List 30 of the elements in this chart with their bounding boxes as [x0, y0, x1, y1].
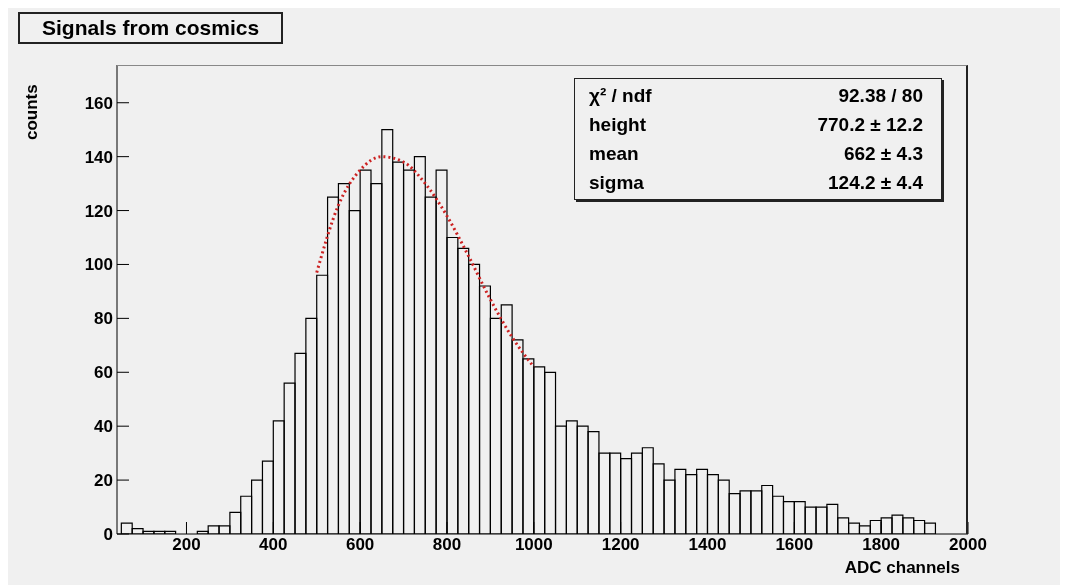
- x-tick-label: 1600: [775, 535, 814, 555]
- x-axis-title: ADC channels: [844, 558, 960, 578]
- y-tick-label: 80: [94, 309, 113, 329]
- x-tick-label: 1800: [862, 535, 901, 555]
- annotation: 770.2 ± 12.2: [817, 113, 923, 137]
- x-tick-label: 600: [345, 535, 375, 555]
- y-axis-title: counts: [22, 84, 41, 140]
- annotation: χ² / ndf: [589, 84, 652, 108]
- y-tick-label: 0: [103, 525, 113, 545]
- annotation: 92.38 / 80: [838, 84, 923, 108]
- y-tick-label: 120: [84, 201, 113, 221]
- x-tick-label: 800: [432, 535, 462, 555]
- annotation: height: [589, 113, 646, 137]
- chart-title: Signals from cosmics: [18, 12, 284, 44]
- x-tick-label: 1200: [601, 535, 640, 555]
- y-tick-label: 60: [94, 363, 113, 383]
- annotation: sigma: [589, 171, 644, 195]
- y-tick-label: 40: [94, 417, 113, 437]
- x-tick-label: 2000: [949, 535, 987, 555]
- y-tick-label: 160: [84, 93, 113, 113]
- annotation: 662 ± 4.3: [843, 142, 923, 166]
- annotation: mean: [589, 142, 639, 166]
- y-tick-label: 100: [84, 255, 113, 275]
- x-tick-label: 200: [172, 535, 201, 555]
- x-tick-label: 1000: [514, 535, 553, 555]
- y-tick-label: 140: [84, 147, 113, 167]
- x-tick-label: 1400: [688, 535, 727, 555]
- annotation: 124.2 ± 4.4: [828, 171, 923, 195]
- y-tick-label: 20: [94, 471, 113, 491]
- x-tick-label: 400: [259, 535, 288, 555]
